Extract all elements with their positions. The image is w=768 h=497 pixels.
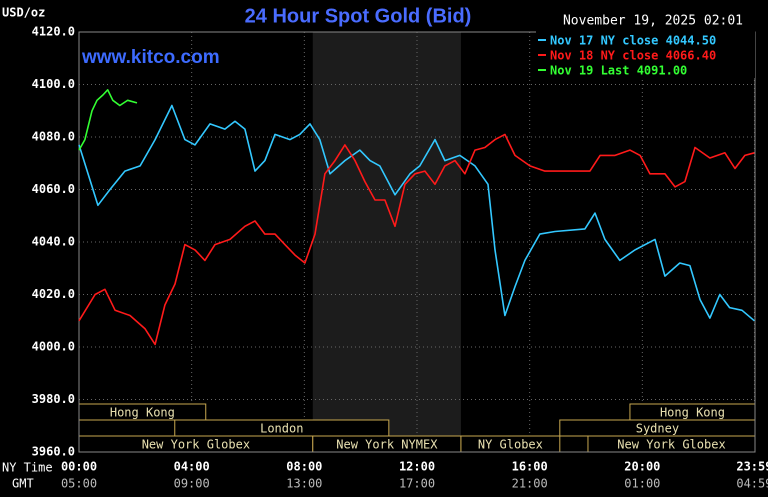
y-tick-label: 4060.0 bbox=[32, 182, 75, 196]
x2-tick-label: 13:00 bbox=[286, 477, 322, 491]
y-tick-label: 4100.0 bbox=[32, 77, 75, 91]
shaded-session bbox=[312, 32, 461, 452]
y-tick-label: 4120.0 bbox=[32, 25, 75, 39]
plot-border bbox=[78, 31, 756, 453]
session-label: New York Globex bbox=[142, 438, 250, 452]
x2-tick-label: 05:00 bbox=[61, 477, 97, 491]
x2-tick-label: 17:00 bbox=[399, 477, 435, 491]
session-label: Hong Kong bbox=[660, 406, 725, 420]
chart-subtitle: November 19, 2025 02:01 bbox=[563, 14, 743, 29]
session-label: New York NYMEX bbox=[336, 438, 438, 452]
x-tick-label: 00:00 bbox=[61, 460, 97, 474]
session-label: New York Globex bbox=[617, 438, 725, 452]
session-label: NY Globex bbox=[478, 438, 543, 452]
y-tick-label: 3960.0 bbox=[32, 445, 75, 459]
legend-label: Nov 17 NY close 4044.50 bbox=[550, 34, 716, 48]
price-line bbox=[78, 89, 138, 151]
price-line bbox=[78, 104, 755, 322]
session-label: Sydney bbox=[636, 422, 679, 436]
y-tick-label: 4000.0 bbox=[32, 340, 75, 354]
session-label: London bbox=[260, 422, 303, 436]
x-tick-label: 04:00 bbox=[174, 460, 210, 474]
legend-box bbox=[536, 31, 755, 78]
x2-axis-label: GMT bbox=[12, 477, 34, 491]
y-axis-label: USD/oz bbox=[2, 6, 45, 20]
session-label: Hong Kong bbox=[110, 406, 175, 420]
legend-label: Nov 18 NY close 4066.40 bbox=[550, 49, 716, 63]
x-tick-label: 20:00 bbox=[624, 460, 660, 474]
x2-tick-label: 04:59 bbox=[736, 477, 768, 491]
watermark: www.kitco.com bbox=[81, 47, 220, 68]
y-tick-label: 4080.0 bbox=[32, 130, 75, 144]
x-axis-label: NY Time bbox=[2, 461, 53, 475]
x-tick-label: 23:59 bbox=[736, 460, 768, 474]
x2-tick-label: 01:00 bbox=[624, 477, 660, 491]
y-tick-label: 4040.0 bbox=[32, 235, 75, 249]
legend-label: Nov 19 Last 4091.00 bbox=[550, 64, 687, 78]
x-tick-label: 08:00 bbox=[286, 460, 322, 474]
x-tick-label: 16:00 bbox=[512, 460, 548, 474]
price-line bbox=[78, 133, 755, 346]
y-tick-label: 3980.0 bbox=[32, 392, 75, 406]
x2-tick-label: 09:00 bbox=[174, 477, 210, 491]
x-tick-label: 12:00 bbox=[399, 460, 435, 474]
y-tick-label: 4020.0 bbox=[32, 287, 75, 301]
chart-title: 24 Hour Spot Gold (Bid) bbox=[245, 5, 472, 27]
x2-tick-label: 21:00 bbox=[512, 477, 548, 491]
